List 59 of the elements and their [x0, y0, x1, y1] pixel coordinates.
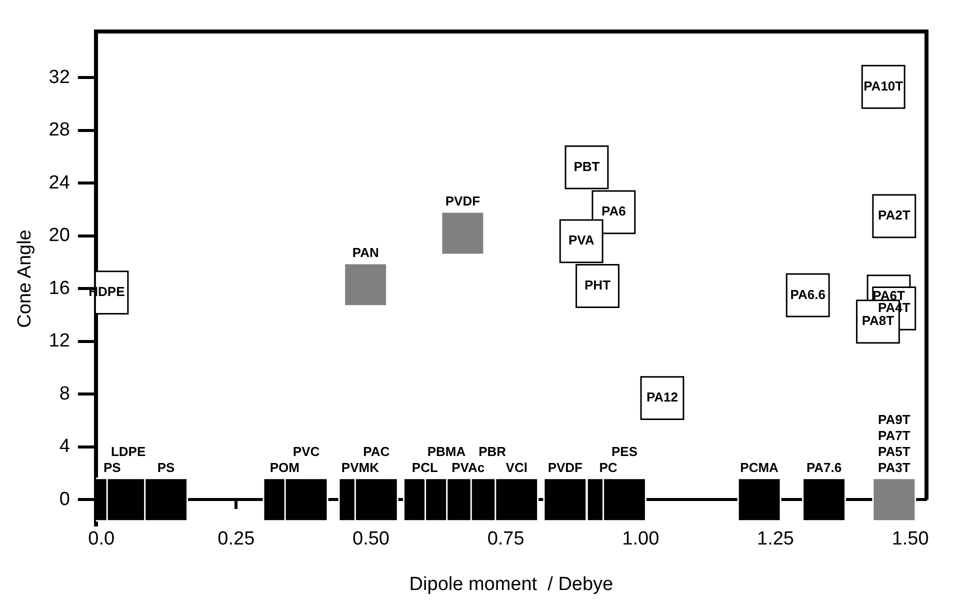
data-label: PBR	[478, 444, 507, 459]
data-label: PA12	[646, 390, 678, 405]
y-tick-label: 20	[48, 225, 70, 246]
y-tick-label: 4	[59, 436, 70, 458]
data-label: PVA	[568, 232, 595, 248]
x-tick-label: 1.50	[892, 528, 929, 550]
point	[737, 478, 782, 522]
y-tick-label: 32	[48, 66, 70, 88]
x-tick-label: 0.25	[218, 528, 255, 550]
data-label: PAC	[363, 444, 390, 459]
y-tick-label: 16	[48, 278, 70, 299]
y-tick-label: 12	[48, 330, 70, 352]
x-axis-title: Dipole moment / Debye	[409, 574, 614, 596]
data-label: PA6.6	[790, 286, 826, 302]
x-tick-label: 0.50	[352, 528, 390, 550]
y-tick-label: 28	[48, 120, 70, 141]
y-tick-label: 0	[59, 488, 70, 510]
data-label: PA8T	[862, 313, 894, 328]
data-label: LDPE	[110, 444, 146, 459]
point	[354, 478, 398, 522]
data-label: POM	[270, 460, 300, 475]
data-label: PS	[103, 460, 122, 475]
data-label: PVAc	[452, 460, 485, 475]
data-label: VCl	[506, 460, 528, 475]
data-label: PVDF	[445, 194, 480, 209]
point	[284, 478, 328, 522]
x-tick-label: 1.25	[756, 528, 794, 550]
data-label: PHT	[584, 278, 611, 293]
point	[344, 262, 388, 307]
data-label: PBT	[574, 158, 600, 174]
data-label: PA7.6	[806, 460, 842, 475]
data-label: PC	[599, 460, 618, 475]
point	[543, 478, 588, 522]
data-label: PA10T	[864, 78, 904, 94]
data-label: PVC	[292, 444, 320, 459]
data-label: PCMA	[740, 460, 780, 475]
point	[872, 478, 916, 522]
point	[494, 478, 539, 522]
data-label: PVMK	[341, 460, 380, 475]
data-label: PBMA	[427, 444, 466, 459]
x-tick-label: 0.0	[88, 528, 115, 550]
point	[144, 478, 188, 522]
x-tick-label: 1.00	[622, 528, 660, 550]
x-tick-label: 0.75	[487, 528, 524, 550]
data-label: PS	[157, 460, 176, 475]
data-label: PES	[611, 444, 638, 459]
point	[802, 478, 846, 522]
data-label: PA2T	[878, 208, 910, 223]
y-tick-label: 8	[59, 383, 70, 404]
point	[602, 478, 646, 522]
data-label: PA6	[602, 204, 626, 219]
y-axis-title: Cone Angle	[14, 230, 36, 328]
data-label: PCL	[412, 460, 438, 475]
data-label: PA9T PA7T PA5T PA3T	[878, 412, 910, 475]
data-label: PA6T	[872, 288, 905, 304]
point	[440, 211, 485, 256]
data-label: PAN	[352, 245, 379, 260]
data-label: PVDF	[548, 460, 583, 475]
y-tick-label: 24	[48, 172, 70, 194]
